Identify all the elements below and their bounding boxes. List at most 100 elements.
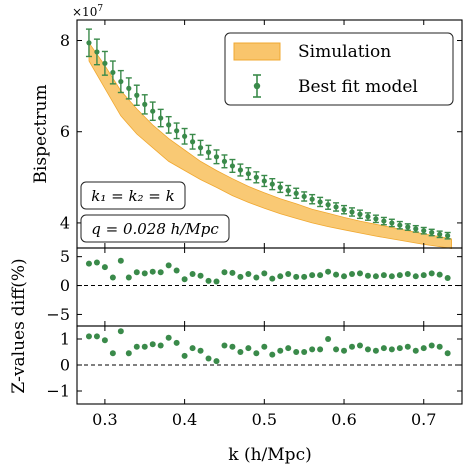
- annotation-q-text: q = 0.028 h/Mpc: [91, 220, 219, 238]
- z-point: [101, 337, 108, 344]
- z-point: [205, 355, 212, 362]
- diff-panel: −5 0 5: [46, 247, 463, 327]
- z-point: [436, 343, 443, 350]
- annotation-q-value: q = 0.028 h/Mpc: [80, 214, 230, 243]
- diff-point: [420, 272, 427, 279]
- best-fit-point: [309, 196, 315, 202]
- z-point: [285, 345, 292, 352]
- lower-y-axis-title: Z-values diff(%): [9, 258, 29, 393]
- z-point: [388, 346, 395, 353]
- diff-point: [149, 268, 156, 275]
- best-fit-point: [445, 233, 451, 239]
- best-fit-point: [413, 226, 419, 232]
- z-point: [149, 341, 156, 348]
- best-fit-point: [229, 163, 236, 169]
- diff-point: [317, 272, 324, 279]
- main-y-ticks: 4 6 8: [60, 31, 462, 232]
- diff-point: [173, 267, 180, 274]
- z-point: [109, 350, 116, 357]
- best-fit-point: [269, 181, 275, 187]
- best-fit-point: [429, 229, 435, 236]
- best-fit-point: [189, 139, 196, 145]
- diff-y-ticks: −5 0 5: [46, 247, 462, 324]
- diff-point: [109, 274, 116, 281]
- diff-point: [356, 270, 363, 277]
- z-point: [141, 343, 148, 350]
- best-fit-point: [142, 101, 148, 107]
- best-fit-point: [102, 60, 108, 66]
- diff-point: [157, 269, 164, 276]
- best-fit-point: [373, 216, 379, 222]
- best-fit-point: [197, 145, 204, 151]
- z-point: [396, 345, 403, 352]
- main-x-ticks: [104, 20, 425, 248]
- main-y-tick-label: 8: [60, 31, 70, 50]
- best-fit-point: [405, 224, 411, 230]
- diff-point: [277, 273, 284, 280]
- z-point: [213, 358, 220, 365]
- annotation-k-box: [80, 181, 186, 210]
- diff-point: [380, 272, 387, 279]
- legend-box: [224, 32, 454, 106]
- best-fit-point: [277, 184, 283, 190]
- z-point: [349, 343, 355, 350]
- diff-point: [349, 271, 355, 277]
- best-fit-point: [285, 187, 291, 194]
- z-point: [293, 349, 300, 355]
- z-point: [125, 350, 132, 357]
- z-point: [117, 328, 124, 335]
- best-fit-point: [397, 222, 403, 228]
- z-point: [364, 346, 371, 353]
- best-fit-point: [389, 220, 395, 226]
- best-fit-point: [174, 128, 180, 134]
- z-point: [85, 333, 92, 340]
- main-panel: 4 6 8 ×107 Bispectrum Simulation Best fit …: [31, 4, 463, 249]
- z-values-panel: −1 0 1 0.3 0.4 0.5 0.6 0.7: [46, 325, 463, 429]
- z-point: [237, 349, 244, 355]
- diff-point: [125, 274, 132, 281]
- diff-point: [101, 264, 108, 271]
- diff-point: [221, 269, 228, 276]
- z-point: [181, 352, 188, 359]
- z-point: [261, 343, 268, 350]
- main-y-axis-title: Bispectrum: [31, 84, 51, 183]
- main-y-tick-label: 4: [60, 213, 70, 232]
- best-fit-point: [261, 178, 267, 184]
- z-y-tick-label: 0: [60, 356, 70, 375]
- annotation-q-box: [80, 214, 230, 243]
- legend-best-fit-marker: [253, 82, 261, 90]
- diff-y-tick-label: 5: [60, 247, 70, 266]
- z-point: [173, 339, 180, 346]
- z-point: [197, 347, 204, 354]
- best-fit-point: [381, 218, 387, 224]
- best-fit-point: [341, 207, 347, 213]
- best-fit-point: [86, 40, 92, 46]
- diff-point: [428, 270, 435, 277]
- best-fit-point: [237, 167, 244, 173]
- x-tick-label: 0.4: [172, 410, 197, 429]
- diff-point: [372, 273, 379, 280]
- x-tick-label: 0.6: [331, 410, 356, 429]
- best-fit-point: [118, 78, 124, 85]
- z-point: [428, 342, 435, 349]
- z-point: [420, 345, 427, 352]
- z-y-tick-label: 1: [60, 330, 70, 349]
- z-points-layer: [85, 328, 451, 365]
- diff-point: [245, 271, 252, 277]
- diff-point: [285, 271, 292, 277]
- diff-point: [133, 269, 140, 276]
- best-fit-point: [166, 122, 172, 128]
- diff-point: [205, 277, 212, 284]
- annotation-k-text: k₁ = k₂ = k: [91, 187, 175, 205]
- z-point: [301, 349, 308, 355]
- best-fit-point: [293, 190, 299, 196]
- diff-title: diff(%): [9, 258, 29, 316]
- best-fit-point: [301, 193, 307, 200]
- diff-point: [309, 272, 316, 279]
- diff-point: [404, 271, 411, 277]
- diff-point: [325, 268, 332, 275]
- best-fit-point: [94, 49, 100, 55]
- best-fit-point: [150, 108, 156, 114]
- diff-point: [261, 270, 268, 277]
- best-fit-point: [110, 69, 116, 76]
